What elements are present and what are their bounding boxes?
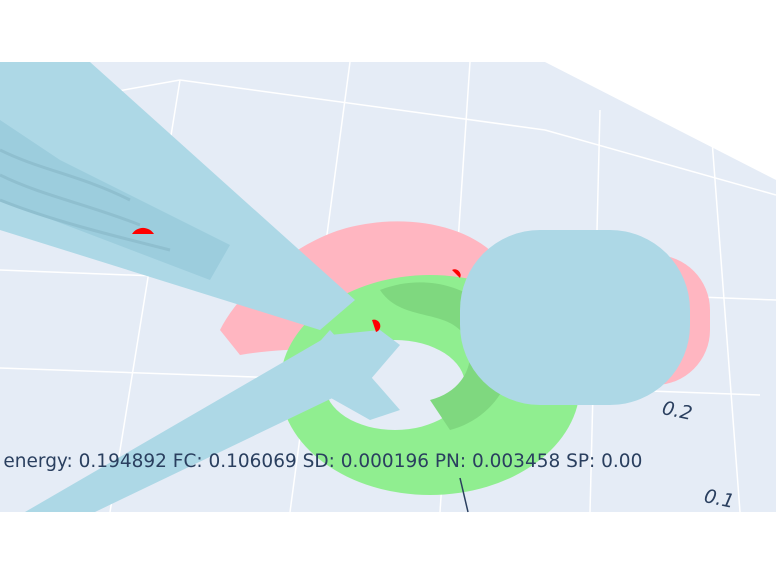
contact-point-marker (372, 319, 381, 332)
contact-point-marker (132, 227, 154, 234)
contact-point-marker (452, 269, 461, 278)
energy-stats-label: 62 energy: 0.194892 FC: 0.106069 SD: 0.0… (0, 451, 643, 472)
robot-hand-mesh (0, 62, 690, 512)
robot-palm-texture (0, 148, 171, 252)
axis-tick-line (459, 477, 469, 513)
